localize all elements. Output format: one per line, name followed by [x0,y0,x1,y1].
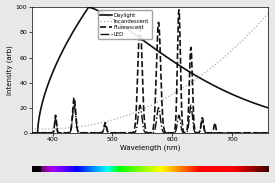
Incandescent [248,33,251,35]
Line: Incandescent: Incandescent [32,14,268,129]
Fluorescent [248,132,251,134]
Fluorescent [177,9,181,11]
Line: Daylight: Daylight [32,7,268,133]
LED [131,132,134,134]
LED [189,104,192,106]
X-axis label: Wavelength (nm): Wavelength (nm) [120,145,180,151]
Line: LED: LED [32,105,268,133]
Fluorescent [30,132,33,134]
Fluorescent [202,123,205,125]
Incandescent [266,12,270,15]
Incandescent [30,128,33,130]
Incandescent [259,20,263,23]
Daylight [130,31,133,33]
Fluorescent [129,132,133,134]
Daylight [30,132,33,134]
Fluorescent [266,132,270,134]
Daylight [142,40,146,42]
Daylight [259,104,263,107]
LED [30,132,33,134]
Y-axis label: Intensity (arb): Intensity (arb) [7,45,13,95]
Daylight [87,6,90,8]
LED [202,124,205,126]
LED [259,132,263,134]
LED [142,129,146,132]
Line: Fluorescent: Fluorescent [32,10,268,133]
Incandescent [142,108,146,110]
LED [129,132,133,134]
Fluorescent [259,132,263,134]
Daylight [266,107,270,109]
Incandescent [131,112,134,114]
Daylight [202,79,205,81]
LED [266,132,270,134]
Fluorescent [131,131,134,134]
Daylight [248,100,251,102]
Fluorescent [248,132,251,134]
LED [247,132,250,134]
Legend: Daylight, Incandescent, Fluorescent, LED: Daylight, Incandescent, Fluorescent, LED [98,10,152,39]
Incandescent [129,113,133,115]
LED [248,132,251,134]
Fluorescent [142,113,146,115]
Incandescent [202,73,205,75]
Daylight [131,32,134,34]
